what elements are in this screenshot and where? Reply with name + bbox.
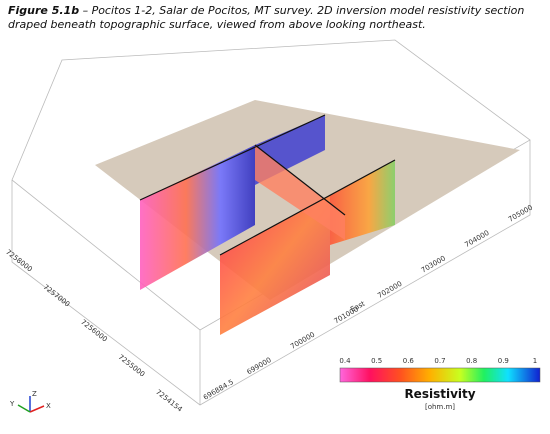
north-tick-label: 7255000 [117,353,147,379]
east-tick-label: 696884.5 [202,378,235,402]
colorbar-unit: [ohm.m] [425,403,455,411]
resistivity-section [140,145,255,290]
axis-triad: Z Y X [9,390,51,413]
profile-lines [139,114,396,256]
north-tick-label: 7257000 [42,283,72,309]
east-tick-label: 703000 [420,254,447,274]
colorbar-tick-label: 0.6 [403,357,415,365]
colorbar-tick-label: 0.8 [466,357,477,365]
bounding-box [11,39,531,406]
caption-text: – Pocitos 1-2, Salar de Pocitos, MT surv… [8,4,525,31]
colorbar-title: Resistivity [404,387,475,401]
resistivity-section [255,145,345,240]
resistivity-section [330,160,395,245]
colorbar-tick-label: 0.7 [434,357,445,365]
north-tick-label: 7258000 [4,248,34,274]
east-tick-label: 699000 [246,356,273,376]
colorbar-tick-label: 0.4 [339,357,351,365]
colorbar: 0.4 0.5 0.6 0.7 0.8 0.9 1 [339,357,541,383]
north-tick-label: 7254154 [154,388,184,414]
north-tick-label: 7256000 [79,318,109,344]
colorbar-tick-label: 0.5 [371,357,382,365]
caption-label: Figure 5.1b [8,4,80,17]
triad-label: Z [32,390,37,398]
triad-label: X [46,402,51,410]
resistivity-section [220,195,330,335]
triad-label: Y [9,400,15,408]
caption: Figure 5.1b – Pocitos 1-2, Salar de Poci… [8,4,538,32]
east-tick-label: 704000 [463,229,490,249]
colorbar-scale [339,367,541,383]
colorbar-tick-label: 0.9 [498,357,509,365]
colorbar-tick-label: 1 [533,357,537,365]
